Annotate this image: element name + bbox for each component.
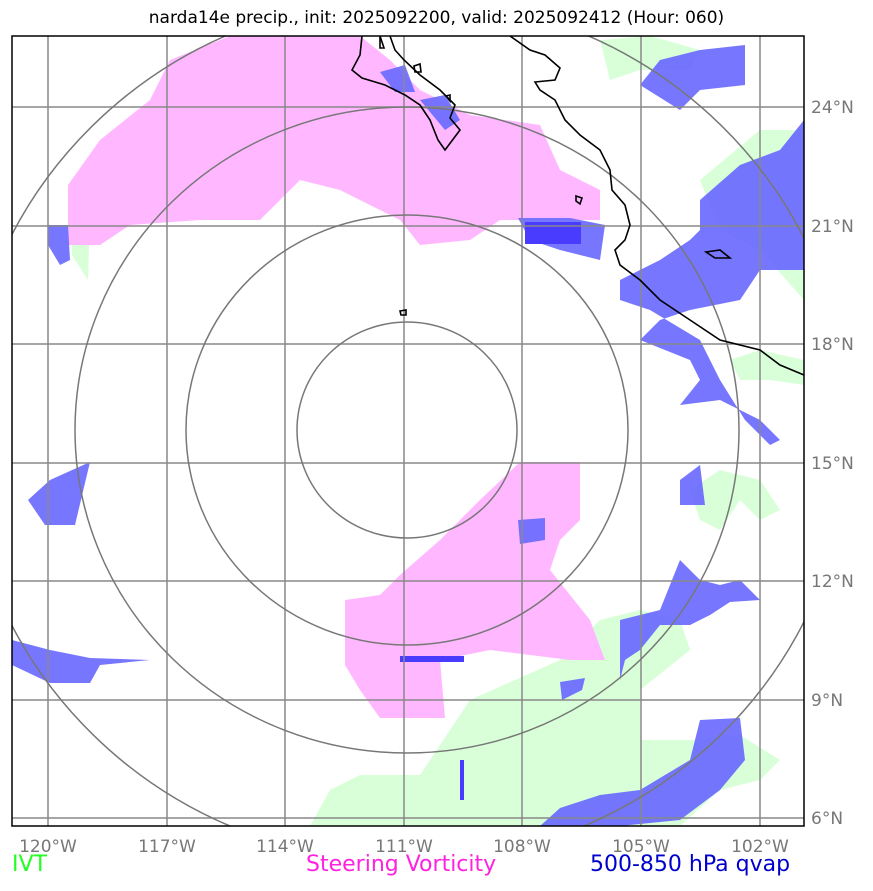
ivt-region-coast	[730, 350, 804, 385]
qvap-field	[12, 45, 804, 826]
legend-qvap: 500-850 hPa qvap	[590, 852, 791, 877]
qvap-region-west-3	[48, 225, 70, 265]
qvap-region-south	[540, 718, 745, 826]
y-tick-labels: 24°N 21°N 18°N 15°N 12°N 9°N 6°N	[811, 98, 854, 829]
graticule	[12, 36, 804, 826]
y-tick-label: 9°N	[811, 691, 843, 711]
y-tick-label: 21°N	[811, 217, 854, 237]
qvap-region-coast	[620, 120, 804, 445]
y-tick-label: 15°N	[811, 454, 854, 474]
qvap-region-center	[518, 518, 545, 544]
qvap-region-west-1	[28, 462, 90, 525]
x-tick-label: 114°W	[256, 837, 314, 857]
legend-vorticity: Steering Vorticity	[306, 852, 497, 877]
vorticity-field	[68, 36, 605, 718]
ivt-region-southeast	[310, 610, 780, 826]
qvap-region-west-2	[12, 640, 150, 683]
qvap-region-cabo	[420, 95, 460, 130]
x-tick-label: 102°W	[731, 837, 789, 857]
x-tick-label: 105°W	[612, 837, 670, 857]
y-tick-label: 24°N	[811, 98, 854, 118]
x-tick-label: 117°W	[138, 837, 196, 857]
range-ring-3	[74, 106, 740, 754]
vorticity-region-north	[68, 36, 600, 245]
range-ring-1	[296, 321, 518, 539]
qvap-region-lower-east	[680, 465, 705, 505]
x-tick-label: 120°W	[19, 837, 77, 857]
x-tick-label: 108°W	[493, 837, 551, 857]
range-ring-2	[185, 214, 629, 646]
qvap-region-northeast	[640, 45, 745, 110]
qvap-region-baja	[380, 65, 415, 92]
qvap-dark-bar	[400, 656, 464, 662]
qvap-region-southeast	[620, 560, 760, 680]
chart-title: narda14e precip., init: 2025092200, vali…	[148, 8, 725, 28]
ivt-region-east	[690, 470, 780, 530]
plot-frame	[11, 35, 805, 827]
x-tick-labels: 120°W 117°W 114°W 111°W 108°W 105°W 102°…	[19, 837, 789, 857]
y-tick-label: 6°N	[811, 809, 843, 829]
qvap-region-small	[560, 678, 585, 700]
y-tick-label: 18°N	[811, 335, 854, 355]
qvap-dark-cell	[525, 222, 581, 244]
y-tick-label: 12°N	[811, 572, 854, 592]
qvap-dark-field	[400, 222, 581, 800]
coastline	[350, 36, 804, 376]
qvap-dark-spot	[460, 760, 464, 800]
x-tick-label: 111°W	[375, 837, 433, 857]
legend-ivt: IVT	[12, 852, 47, 877]
range-rings	[12, 36, 804, 826]
